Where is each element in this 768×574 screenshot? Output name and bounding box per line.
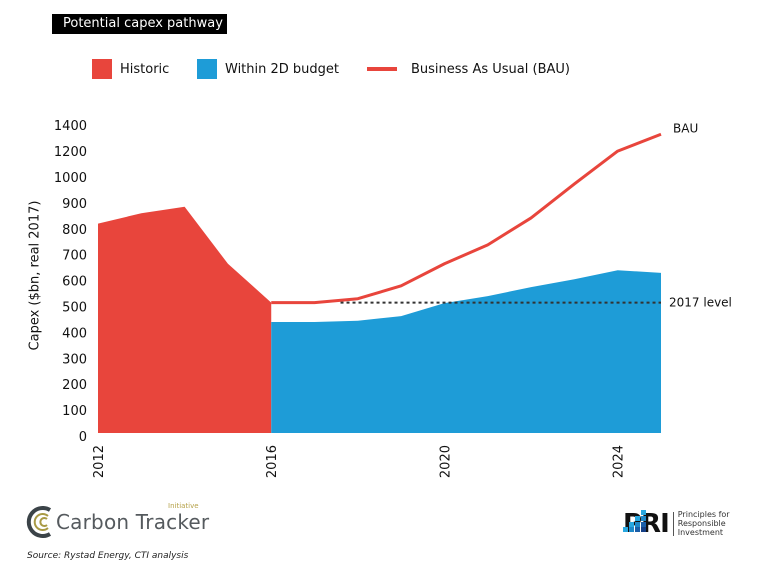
annotation-bau: BAU (673, 121, 698, 135)
carbon-tracker-name: Carbon Tracker (56, 510, 210, 534)
y-tick-label: 1400 (54, 119, 87, 134)
carbon-tracker-icon (26, 506, 52, 538)
carbon-tracker-logo: Carbon Tracker Initiative (26, 502, 210, 538)
legend-item-2d-budget: Within 2D budget (197, 58, 339, 80)
bau-line-swatch (367, 67, 397, 71)
pri-logo: PRI Principles for Responsible Investmen… (623, 510, 730, 537)
y-tick-label: 900 (62, 197, 87, 212)
pri-subtitle: Principles for Responsible Investment (678, 510, 730, 537)
historic-swatch (92, 59, 112, 79)
y-tick-label: 400 (62, 326, 87, 341)
legend-label: Within 2D budget (225, 61, 340, 77)
y-tick-label: 0 (79, 430, 87, 445)
legend-item-bau: Business As Usual (BAU) (367, 58, 570, 80)
y-tick-label: 700 (62, 249, 87, 264)
2d-budget-swatch (197, 59, 217, 79)
y-tick-label: 1000 (54, 171, 87, 186)
y-tick-label: 100 (62, 404, 87, 419)
pri-sub-line: Responsible (677, 519, 726, 528)
y-tick-label: 500 (62, 301, 87, 316)
x-tick-label: 2024 (612, 445, 627, 478)
pri-sub-line: Principles for (677, 510, 730, 519)
x-tick-label: 2012 (92, 445, 107, 478)
annotation-2017-level: 2017 level (669, 296, 732, 310)
pri-divider (672, 511, 674, 536)
area-historic (98, 206, 272, 433)
x-tick-label: 2016 (265, 445, 280, 478)
legend-item-historic: Historic (92, 58, 169, 80)
x-tick-label: 2020 (438, 445, 453, 478)
area-within-2d-budget (271, 270, 661, 433)
y-tick-label: 200 (62, 378, 87, 393)
chart-title: Potential capex pathway (52, 14, 227, 34)
y-tick-label: 800 (62, 223, 87, 238)
pri-squares-icon (623, 510, 646, 532)
y-tick-label: 300 (62, 352, 87, 367)
source-note: Source: Rystad Energy, CTI analysis (27, 551, 189, 561)
y-tick-label: 600 (62, 275, 87, 290)
y-tick-label: 1200 (54, 145, 87, 160)
line-bau (271, 132, 662, 305)
carbon-tracker-sub: Initiative (168, 502, 199, 510)
legend-label: Historic (120, 61, 170, 77)
pri-sub-line: Investment (677, 528, 724, 537)
legend-label: Business As Usual (BAU) (411, 61, 570, 77)
